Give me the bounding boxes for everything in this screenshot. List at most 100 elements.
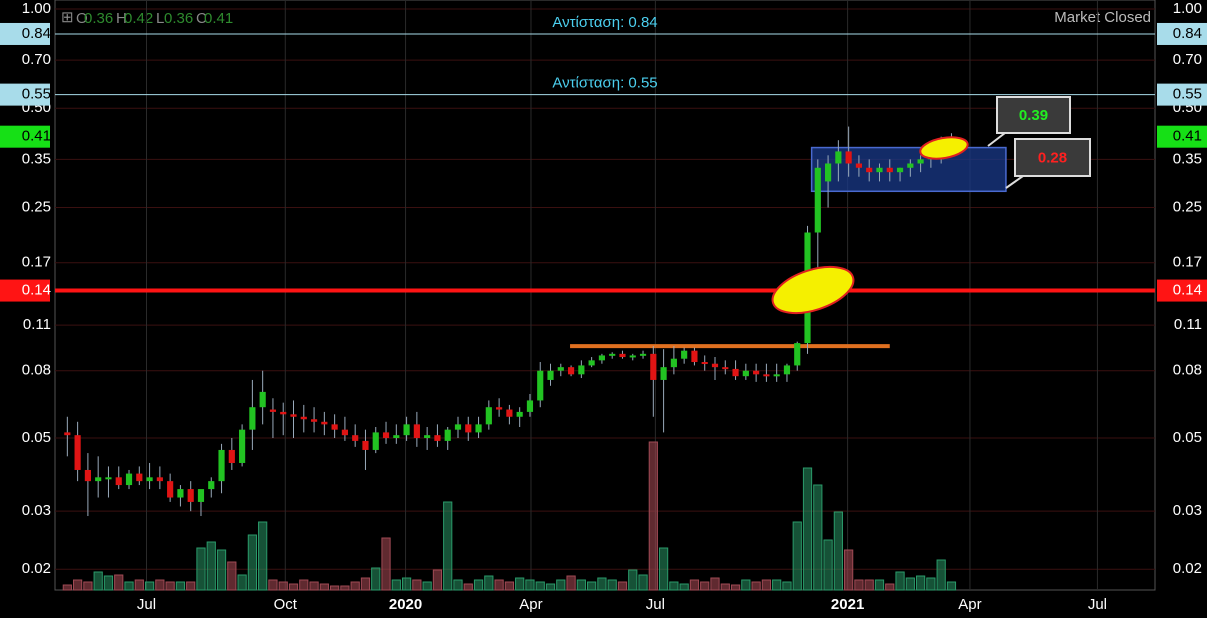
y-tick-label-right: 0.08: [1173, 362, 1202, 379]
candle-body: [639, 353, 647, 356]
volume-bar: [782, 581, 792, 591]
y-tick-label-right: 0.25: [1173, 198, 1202, 215]
volume-bar: [813, 484, 823, 591]
volume-bar: [412, 579, 422, 591]
volume-bar: [638, 574, 648, 591]
volume-bar: [864, 579, 874, 591]
volume-bar: [401, 577, 412, 591]
volume-bar: [330, 585, 340, 591]
candle-body: [95, 477, 102, 482]
volume-bar: [124, 581, 134, 591]
candle-body: [917, 159, 924, 164]
candle-body: [567, 367, 575, 375]
callout-pointer: [1005, 175, 1024, 189]
volume-bar: [885, 583, 895, 591]
volume-bar: [504, 581, 515, 591]
candle-body: [496, 407, 503, 410]
y-tick-label: 1.00: [22, 0, 51, 17]
volume-bar: [237, 574, 247, 591]
candle-body: [825, 163, 832, 182]
candle-body: [177, 489, 184, 498]
legend-key: C: [196, 10, 207, 27]
legend-value: 0.36: [84, 10, 113, 27]
y-tick-label: 0.03: [22, 502, 51, 519]
candle-body: [105, 477, 112, 480]
candle-body: [896, 167, 904, 173]
volume-bar: [103, 575, 114, 591]
y-tick-label-right: 0.17: [1173, 254, 1202, 271]
volume-bar: [926, 577, 936, 591]
volume-bar: [741, 579, 751, 591]
candle-body: [352, 435, 359, 441]
y-tick-label-right: 0.02: [1173, 560, 1202, 577]
candle-body: [722, 367, 729, 370]
volume-bar: [566, 575, 576, 591]
y-tick-label: 0.70: [22, 51, 51, 68]
highlight: [919, 136, 969, 160]
x-tick-label: 2021: [831, 596, 864, 613]
candle-body: [814, 167, 821, 233]
volume-bar: [186, 581, 196, 591]
level-tag: [0, 83, 50, 106]
y-tick-label: 0.11: [23, 316, 51, 333]
candle-body: [526, 400, 534, 412]
y-tick-label-right: 0.70: [1173, 51, 1202, 68]
legend-value: 0.42: [124, 10, 153, 27]
candle-body: [681, 350, 688, 359]
volume-bar: [288, 583, 299, 591]
candle-body: [321, 421, 328, 425]
level-tag: [1157, 22, 1207, 45]
candle-body: [506, 409, 513, 417]
volume-bar: [658, 547, 669, 591]
candle-body: [74, 435, 81, 470]
candle-body: [886, 167, 893, 173]
candle-body: [773, 374, 780, 377]
volume-bar: [874, 579, 885, 591]
candle-body: [711, 363, 719, 368]
candle-body: [156, 477, 163, 482]
y-tick-label-right: 0.05: [1173, 429, 1202, 446]
volume-bar: [494, 579, 504, 591]
volume-bar: [258, 521, 268, 591]
volume-bar: [936, 559, 946, 591]
candle-body: [475, 424, 482, 433]
candle-body: [280, 411, 287, 415]
volume-bar: [669, 581, 679, 591]
callout-label: 0.28: [1038, 149, 1067, 166]
volume-bar: [617, 581, 628, 591]
callout-box: [1014, 138, 1091, 177]
volume-bar: [62, 584, 72, 591]
candle-body: [876, 167, 883, 173]
level-tag: [1157, 279, 1207, 302]
volume-bar: [155, 579, 165, 591]
candle-body: [146, 477, 153, 482]
volume-bar: [823, 539, 833, 591]
candle-body: [794, 343, 801, 366]
range-box: [810, 146, 1007, 193]
y-tick-label-right: 0.03: [1173, 502, 1202, 519]
candle-body: [269, 409, 277, 412]
volume-bar: [772, 579, 782, 591]
candle-body: [907, 163, 914, 168]
x-tick-label: Jul: [646, 596, 665, 613]
candle-body: [372, 432, 379, 450]
candle-body: [691, 350, 698, 363]
volume-bar: [720, 583, 730, 591]
candle-body: [424, 435, 431, 439]
candle-body: [167, 481, 174, 498]
volume-bar: [268, 579, 278, 591]
y-tick-label: 0.05: [22, 429, 51, 446]
volume-bar: [360, 577, 371, 591]
candle-body: [115, 477, 122, 486]
candle-body: [516, 411, 523, 417]
volume-bar: [730, 584, 741, 591]
candle-body: [753, 370, 760, 375]
candle-body: [701, 362, 708, 365]
legend-key: H: [116, 10, 127, 27]
volume-bar: [443, 501, 453, 591]
candle-body: [300, 416, 307, 420]
candle-body: [537, 370, 544, 401]
last-price-tag: [0, 125, 50, 148]
